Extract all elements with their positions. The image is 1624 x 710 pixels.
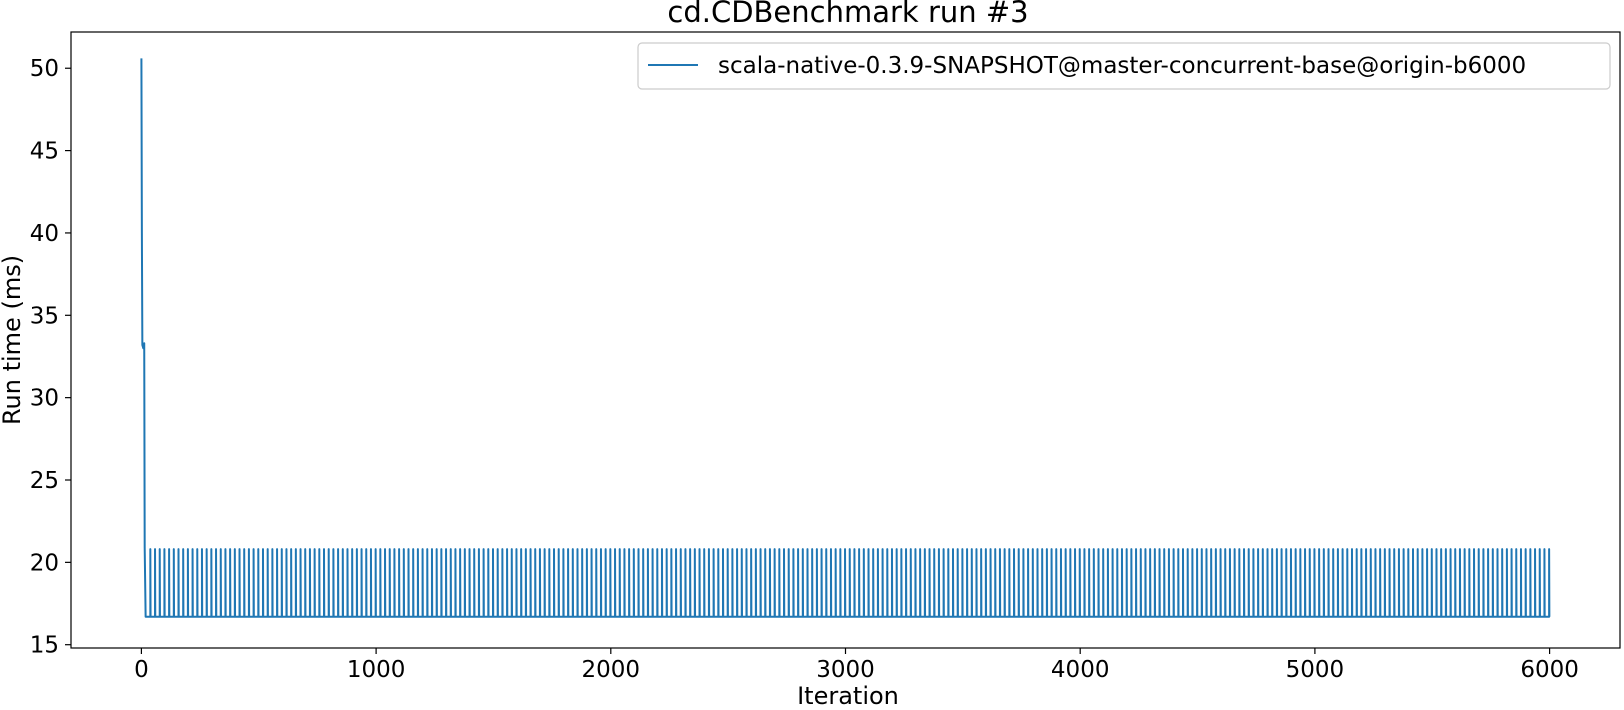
y-tick-label: 35 [30, 303, 59, 329]
x-tick-label: 3000 [816, 657, 875, 683]
x-tick-label: 1000 [347, 657, 406, 683]
y-tick-label: 40 [30, 221, 59, 247]
x-tick-label: 4000 [1051, 657, 1110, 683]
y-tick-label: 15 [30, 633, 59, 659]
x-axis-label: Iteration [797, 682, 899, 710]
y-tick-label: 25 [30, 468, 59, 494]
legend-entry-label: scala-native-0.3.9-SNAPSHOT@master-concu… [718, 53, 1526, 79]
y-axis: 15 20 25 30 35 40 45 50 [30, 56, 71, 659]
series-line [140, 58, 1551, 618]
chart-title: cd.CDBenchmark run #3 [667, 0, 1028, 29]
x-axis: 0 1000 2000 3000 4000 5000 6000 [134, 648, 1579, 683]
y-tick-label: 50 [30, 56, 59, 82]
y-tick-label: 45 [30, 139, 59, 165]
y-tick-label: 30 [30, 386, 59, 412]
legend: scala-native-0.3.9-SNAPSHOT@master-concu… [637, 42, 1611, 90]
x-tick-label: 0 [134, 657, 149, 683]
x-tick-label: 5000 [1286, 657, 1345, 683]
legend-frame [637, 42, 1611, 90]
x-tick-label: 6000 [1520, 657, 1579, 683]
y-tick-label: 20 [30, 550, 59, 576]
x-tick-label: 2000 [582, 657, 641, 683]
y-axis-label: Run time (ms) [0, 255, 26, 425]
